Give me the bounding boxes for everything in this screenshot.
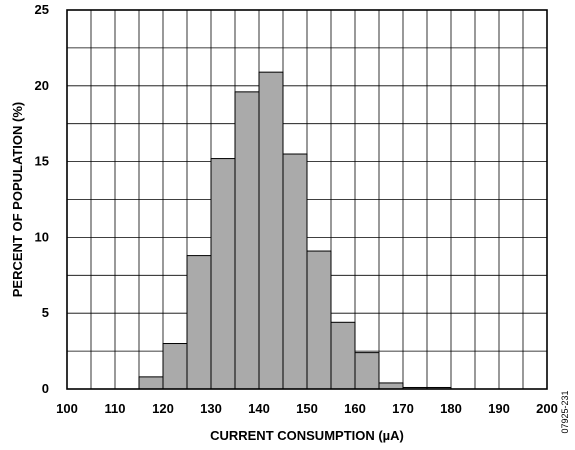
y-tick-label: 10	[35, 229, 49, 244]
y-axis-label: PERCENT OF POPULATION (%)	[10, 102, 25, 297]
y-tick-label: 15	[35, 154, 49, 169]
histogram-bar	[354, 352, 380, 390]
histogram-bar	[210, 158, 236, 390]
y-tick-label: 20	[35, 78, 49, 93]
x-tick-label: 170	[392, 401, 414, 416]
y-tick-label: 5	[42, 305, 49, 320]
figure-id: 07925-231	[560, 390, 570, 433]
histogram-bar	[234, 91, 260, 390]
x-tick-label: 100	[56, 401, 78, 416]
x-tick-label: 140	[248, 401, 270, 416]
plot-frame	[66, 9, 548, 390]
histogram-bar	[378, 382, 404, 390]
x-tick-label: 130	[200, 401, 222, 416]
y-tick-label: 0	[42, 381, 49, 396]
histogram-bar	[186, 255, 212, 390]
x-axis-label: CURRENT CONSUMPTION (µA)	[210, 428, 404, 443]
x-tick-label: 200	[536, 401, 558, 416]
histogram-bar	[258, 71, 284, 390]
histogram-bar	[162, 343, 188, 390]
x-tick-label: 120	[152, 401, 174, 416]
histogram-bar	[330, 321, 356, 390]
y-tick-labels: 0 5 10 15 20 25	[35, 2, 49, 396]
x-tick-label: 180	[440, 401, 462, 416]
histogram-bar	[306, 250, 332, 390]
y-tick-label: 25	[35, 2, 49, 17]
x-tick-label: 160	[344, 401, 366, 416]
x-tick-label: 190	[488, 401, 510, 416]
histogram-bar	[138, 376, 164, 390]
x-tick-label: 110	[105, 401, 126, 416]
histogram-bars	[138, 71, 452, 390]
x-tick-labels: 100 110 120 130 140 150 160 170 180 190 200	[56, 401, 558, 416]
x-tick-label: 150	[296, 401, 318, 416]
histogram-bar	[282, 153, 308, 390]
